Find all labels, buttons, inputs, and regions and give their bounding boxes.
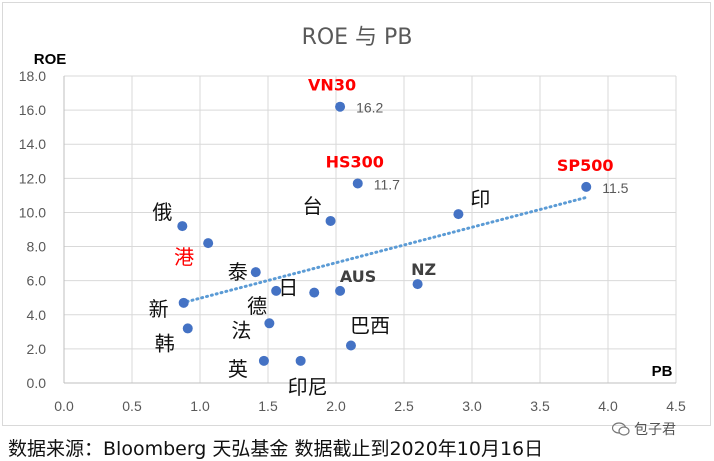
trendline xyxy=(180,195,590,305)
data-point xyxy=(203,238,214,249)
data-point xyxy=(412,279,423,290)
chat-bubble-icon xyxy=(612,422,630,436)
data-point xyxy=(295,355,306,366)
axes: 0.0 2.0 4.0 6.0 8.0 10.0 12.0 14.0 16.0 18.0 0.0 0.… xyxy=(19,68,686,414)
y-tick-label: 14.0 xyxy=(19,136,46,152)
point-label: 印尼 xyxy=(288,375,328,399)
y-tick-label: 16.0 xyxy=(19,102,46,118)
point-label: NZ xyxy=(411,260,436,279)
data-point xyxy=(335,285,346,296)
data-point xyxy=(178,297,189,308)
point-label: 港 xyxy=(174,245,194,269)
data-point xyxy=(250,267,261,278)
point-label: 台 xyxy=(303,194,323,218)
x-tick-label: 0.0 xyxy=(54,398,74,414)
y-tick-label: 0.0 xyxy=(27,375,47,391)
y-tick-label: 12.0 xyxy=(19,170,46,186)
y-tick-label: 18.0 xyxy=(19,68,46,84)
grid-lines xyxy=(64,75,677,383)
y-tick-label: 2.0 xyxy=(27,341,47,357)
data-point xyxy=(335,101,346,112)
trendline-group xyxy=(180,195,590,305)
point-label: 巴西 xyxy=(350,313,390,337)
data-point xyxy=(258,355,269,366)
data-point xyxy=(581,181,592,192)
x-tick-label: 0.5 xyxy=(122,398,142,414)
chart-title: ROE 与 PB xyxy=(302,25,413,50)
data-label: 11.5 xyxy=(602,180,628,196)
point-label: 泰 xyxy=(228,260,248,284)
point-label: 德 xyxy=(247,294,267,318)
source-note: 数据来源：Bloomberg 天弘基金 数据截止到2020年10月16日 xyxy=(8,438,544,460)
watermark: 包子君 xyxy=(612,419,676,439)
point-label: 日 xyxy=(278,276,298,300)
point-label: HS300 xyxy=(326,152,384,171)
y-tick-label: 4.0 xyxy=(27,307,47,323)
point-label: 俄 xyxy=(152,200,172,224)
data-point xyxy=(182,323,193,334)
data-point xyxy=(352,178,363,189)
data-point xyxy=(325,215,336,226)
data-label: 11.7 xyxy=(374,176,400,192)
point-label: 法 xyxy=(231,318,251,342)
data-point xyxy=(345,340,356,351)
data-point xyxy=(271,285,282,296)
x-tick-label: 4.5 xyxy=(666,398,686,414)
x-tick-label: 3.5 xyxy=(530,398,550,414)
y-tick-label: 10.0 xyxy=(19,204,46,220)
data-point xyxy=(309,287,320,298)
x-axis-label: PB xyxy=(652,363,673,380)
point-label: 新 xyxy=(149,297,169,321)
point-label: AUS xyxy=(340,267,376,286)
y-axis-label: ROE xyxy=(34,51,67,68)
point-label: 英 xyxy=(228,357,248,381)
x-tick-label: 3.0 xyxy=(462,398,482,414)
x-tick-label: 1.0 xyxy=(190,398,210,414)
x-tick-label: 2.0 xyxy=(326,398,346,414)
point-label: 韩 xyxy=(155,331,175,355)
y-tick-label: 6.0 xyxy=(27,273,47,289)
chart-frame xyxy=(2,2,711,426)
y-tick-label: 8.0 xyxy=(27,239,47,255)
x-tick-label: 2.5 xyxy=(394,398,414,414)
x-tick-label: 1.5 xyxy=(258,398,278,414)
point-label: SP500 xyxy=(557,156,614,175)
point-label: 印 xyxy=(470,187,490,211)
data-point xyxy=(177,221,188,232)
data-point xyxy=(264,318,275,329)
watermark-text: 包子君 xyxy=(634,422,676,438)
data-point xyxy=(453,209,464,220)
data-label: 16.2 xyxy=(356,100,383,116)
point-label: VN30 xyxy=(308,76,356,95)
x-tick-label: 4.0 xyxy=(598,398,618,414)
